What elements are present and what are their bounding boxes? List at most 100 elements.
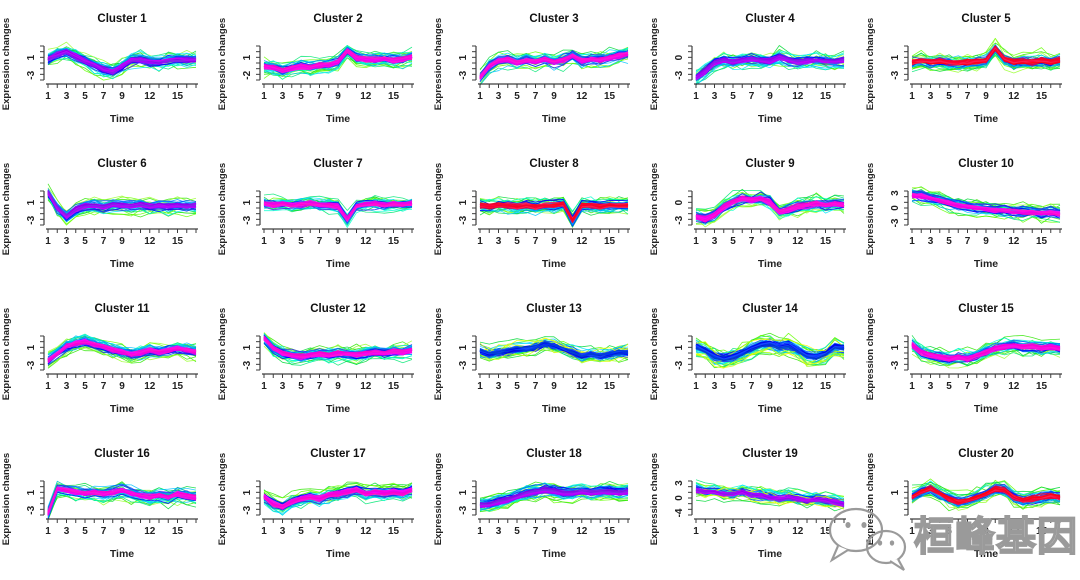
y-axis-label: Expression changes <box>1 18 12 110</box>
cluster-title: Cluster 11 <box>95 303 151 315</box>
x-tick-label: 1 <box>477 381 483 392</box>
x-tick-label: 9 <box>119 91 125 102</box>
x-tick-label: 7 <box>101 381 107 392</box>
x-axis-label: Time <box>110 258 134 270</box>
y-axis-label: Expression changes <box>865 18 876 110</box>
y-tick-label: 1 <box>458 199 469 205</box>
y-tick-label: -3 <box>242 505 253 514</box>
x-tick-label: 9 <box>335 236 341 247</box>
cluster-panel-10: Cluster 10 1 3 5 7 9 12 15 -3 0 3 Time Expression ch… <box>864 145 1080 290</box>
x-tick-label: 3 <box>64 526 70 537</box>
x-axis-label: Time <box>326 548 350 560</box>
y-axis-label: Expression changes <box>1 163 12 255</box>
cluster-plot-11: Cluster 11 1 3 5 7 9 12 15 -3 1 Time Expression cha… <box>1 303 198 415</box>
x-tick-label: 9 <box>335 526 341 537</box>
x-axis-label: Time <box>326 258 350 270</box>
x-tick-label: 9 <box>119 236 125 247</box>
y-tick-label: 3 <box>890 190 901 196</box>
x-tick-label: 7 <box>101 91 107 102</box>
x-tick-label: 1 <box>477 236 483 247</box>
x-tick-label: 15 <box>1036 91 1048 102</box>
y-tick-label: 1 <box>26 54 37 60</box>
cluster-panel-9: Cluster 9 1 3 5 7 9 12 15 -3 0 Time Expression chan… <box>648 145 864 290</box>
x-tick-label: 12 <box>1008 91 1020 102</box>
x-tick-label: 3 <box>64 91 70 102</box>
x-tick-label: 12 <box>1008 381 1020 392</box>
x-tick-label: 12 <box>360 381 372 392</box>
y-tick-label: -2 <box>242 70 253 79</box>
x-tick-label: 7 <box>101 236 107 247</box>
x-tick-label: 12 <box>144 381 156 392</box>
y-tick-label: 0 <box>674 54 685 60</box>
x-tick-label: 9 <box>983 526 989 537</box>
cluster-panel-2: Cluster 2 1 3 5 7 9 12 15 -2 1 Time Expression chan… <box>216 0 432 145</box>
x-tick-label: 1 <box>45 381 51 392</box>
x-tick-label: 15 <box>388 381 400 392</box>
x-tick-label: 7 <box>533 381 539 392</box>
cluster-title: Cluster 19 <box>742 448 798 460</box>
cluster-title: Cluster 15 <box>958 303 1014 315</box>
cluster-plot-18: Cluster 18 1 3 5 7 9 12 15 -3 1 Time Expression cha… <box>433 448 630 560</box>
y-axis-label: Expression changes <box>217 163 228 255</box>
cluster-plot-2: Cluster 2 1 3 5 7 9 12 15 -2 1 Time Expression chan… <box>217 13 414 125</box>
x-tick-label: 1 <box>261 526 267 537</box>
cluster-panel-14: Cluster 14 1 3 5 7 9 12 15 -3 1 Time Expression cha… <box>648 290 864 435</box>
cluster-title: Cluster 10 <box>958 158 1014 170</box>
x-tick-label: 3 <box>928 236 934 247</box>
x-tick-label: 1 <box>261 381 267 392</box>
x-tick-label: 12 <box>792 526 804 537</box>
x-tick-label: 5 <box>730 381 736 392</box>
x-tick-label: 3 <box>64 381 70 392</box>
x-tick-label: 7 <box>749 91 755 102</box>
x-tick-label: 5 <box>730 91 736 102</box>
y-tick-label: 3 <box>674 480 685 486</box>
cluster-plot-16: Cluster 16 1 3 5 7 9 12 15 -3 1 Time Expression cha… <box>1 448 198 560</box>
x-tick-label: 7 <box>317 526 323 537</box>
x-tick-label: 1 <box>45 236 51 247</box>
cluster-title: Cluster 16 <box>94 448 150 460</box>
cluster-panel-18: Cluster 18 1 3 5 7 9 12 15 -3 1 Time Expression cha… <box>432 435 648 580</box>
x-axis-label: Time <box>758 113 782 125</box>
y-axis-label: Expression changes <box>433 18 444 110</box>
x-tick-label: 15 <box>820 381 832 392</box>
x-tick-label: 15 <box>388 91 400 102</box>
y-axis-label: Expression changes <box>649 163 660 255</box>
y-tick-label: 1 <box>242 489 253 495</box>
y-tick-label: -3 <box>674 360 685 369</box>
x-tick-label: 5 <box>730 526 736 537</box>
y-tick-label: 0 <box>674 199 685 205</box>
y-tick-label: 1 <box>242 344 253 350</box>
y-tick-label: 1 <box>26 344 37 350</box>
x-axis-label: Time <box>542 548 566 560</box>
y-tick-label: 1 <box>458 54 469 60</box>
x-tick-label: 1 <box>45 526 51 537</box>
x-tick-label: 3 <box>928 91 934 102</box>
y-tick-label: -3 <box>674 70 685 79</box>
cluster-plot-14: Cluster 14 1 3 5 7 9 12 15 -3 1 Time Expression cha… <box>649 303 846 415</box>
y-tick-label: -3 <box>242 215 253 224</box>
x-tick-label: 15 <box>1036 526 1048 537</box>
x-tick-label: 3 <box>712 91 718 102</box>
x-tick-label: 3 <box>496 526 502 537</box>
x-tick-label: 5 <box>946 381 952 392</box>
x-tick-label: 5 <box>82 381 88 392</box>
x-tick-label: 1 <box>909 526 915 537</box>
x-tick-label: 7 <box>965 236 971 247</box>
x-tick-label: 12 <box>792 236 804 247</box>
y-tick-label: 1 <box>242 54 253 60</box>
cluster-title: Cluster 14 <box>742 303 798 315</box>
x-tick-label: 9 <box>335 381 341 392</box>
x-tick-label: 12 <box>576 236 588 247</box>
x-tick-label: 1 <box>693 381 699 392</box>
x-tick-label: 15 <box>388 236 400 247</box>
x-tick-label: 7 <box>533 91 539 102</box>
y-axis-label: Expression changes <box>649 308 660 400</box>
x-tick-label: 5 <box>514 381 520 392</box>
x-tick-label: 1 <box>909 91 915 102</box>
y-tick-label: -3 <box>26 215 37 224</box>
x-tick-label: 5 <box>514 91 520 102</box>
x-tick-label: 12 <box>792 91 804 102</box>
y-tick-label: 1 <box>26 199 37 205</box>
